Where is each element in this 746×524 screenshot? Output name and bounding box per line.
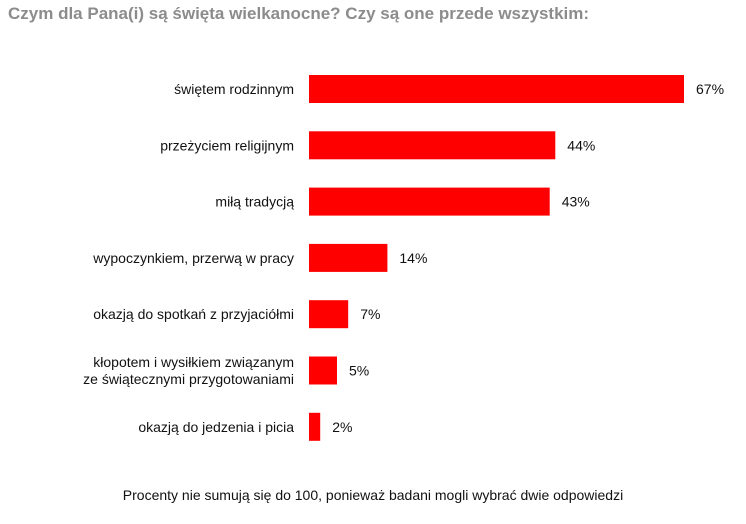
category-label-3: miłą tradycją — [215, 194, 294, 210]
category-label-2: przeżyciem religijnym — [160, 137, 294, 153]
chart-title: Czym dla Pana(i) są święta wielkanocne? … — [8, 4, 590, 23]
value-label-3: 43% — [562, 194, 590, 210]
bar-4 — [309, 243, 388, 272]
value-label-1: 67% — [696, 81, 724, 97]
value-label-2: 44% — [567, 137, 595, 153]
footnote: Procenty nie sumują się do 100, ponieważ… — [122, 487, 624, 503]
bar-1 — [309, 75, 684, 103]
category-label-6: kłopotem i wysiłkiem związanym ze świątec… — [83, 354, 294, 387]
bar-6 — [309, 356, 337, 385]
category-label-4: wypoczynkiem, przerwą w pracy — [92, 250, 294, 266]
category-label-5: okazją do spotkań z przyjaciółmi — [93, 306, 294, 322]
value-label-6: 5% — [349, 363, 369, 379]
value-label-7: 2% — [332, 419, 352, 435]
value-label-5: 7% — [360, 306, 380, 322]
bar-2 — [309, 131, 556, 160]
bar-7 — [309, 412, 321, 441]
value-label-4: 14% — [399, 250, 427, 266]
category-label-7: okazją do jedzenia i picia — [138, 419, 294, 435]
category-label-1: świętem rodzinnym — [174, 81, 294, 97]
bar-5 — [309, 300, 349, 329]
bar-3 — [309, 187, 550, 216]
